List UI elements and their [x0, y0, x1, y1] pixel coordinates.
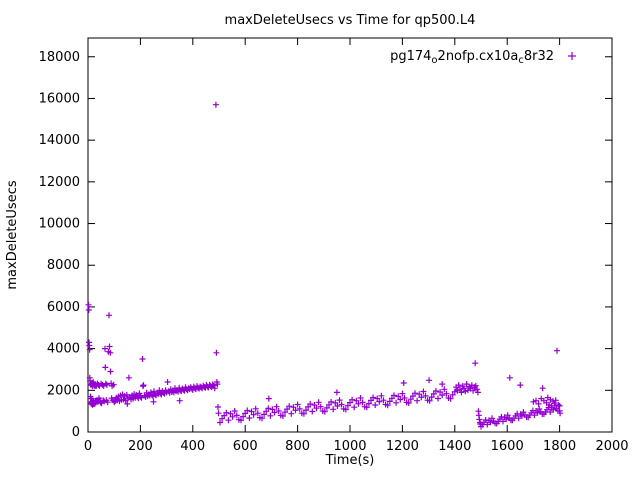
x-tick-label: 1000 — [333, 439, 366, 454]
x-tick-label: 1600 — [491, 439, 524, 454]
y-tick-label: 8000 — [47, 258, 80, 273]
x-tick-label: 2000 — [595, 439, 628, 454]
y-tick-label: 4000 — [47, 342, 80, 357]
y-tick-label: 10000 — [39, 217, 80, 232]
y-tick-label: 18000 — [39, 50, 80, 65]
x-axis-label: Time(s) — [325, 453, 375, 468]
x-tick-label: 0 — [84, 439, 92, 454]
y-axis-label: maxDeleteUsecs — [5, 180, 20, 289]
y-tick-label: 14000 — [39, 133, 80, 148]
y-tick-label: 12000 — [39, 175, 80, 190]
series-points — [85, 101, 564, 430]
x-tick-label: 1200 — [386, 439, 419, 454]
chart-title: maxDeleteUsecs vs Time for qp500.L4 — [225, 13, 476, 28]
x-tick-label: 400 — [180, 439, 205, 454]
data-points — [85, 101, 564, 430]
plot-border — [87, 37, 613, 433]
x-tick-label: 1400 — [438, 439, 471, 454]
x-tick-label: 600 — [233, 439, 258, 454]
legend: pg174o2nofp.cx10ac8r32 — [390, 49, 576, 66]
y-tick-label: 0 — [72, 425, 80, 440]
y-tick-label: 6000 — [47, 300, 80, 315]
legend-marker-plus-icon — [568, 52, 576, 60]
legend-series-label: pg174o2nofp.cx10ac8r32 — [390, 49, 554, 66]
x-tick-label: 800 — [285, 439, 310, 454]
y-tick-label: 2000 — [47, 383, 80, 398]
axes: 0 200 400 600 800 1000 1200 1400 1600 1800 2000 0 20… — [39, 37, 629, 454]
x-tick-label: 1800 — [543, 439, 576, 454]
y-tick-label: 16000 — [39, 91, 80, 106]
x-tick-label: 200 — [128, 439, 153, 454]
